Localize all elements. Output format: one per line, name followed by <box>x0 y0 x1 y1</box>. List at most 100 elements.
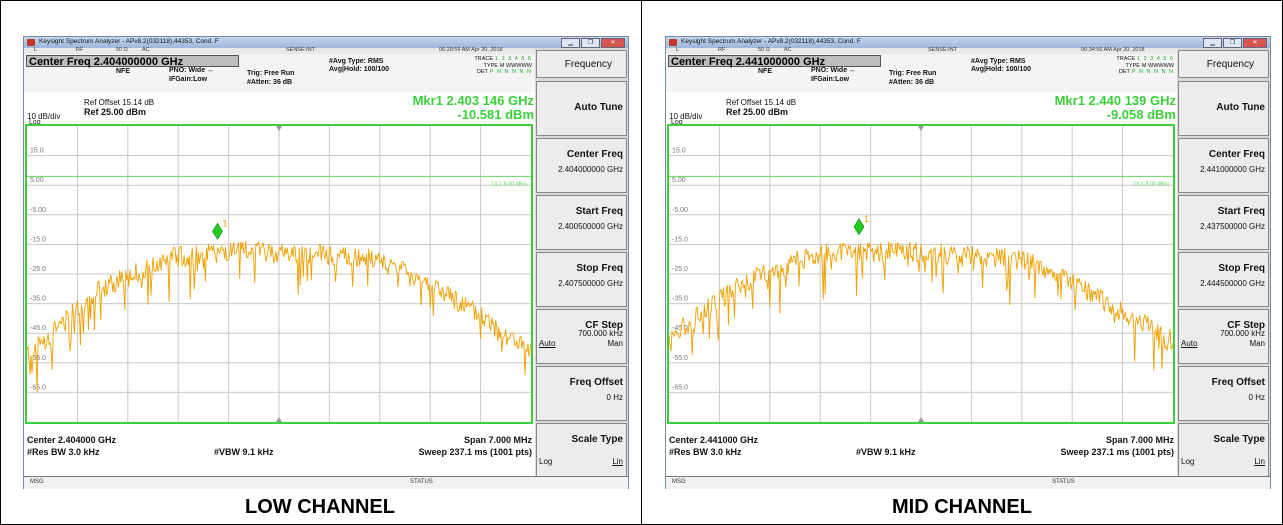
scale-label: 10 dB/div <box>669 112 703 121</box>
log-label: Log <box>29 119 41 126</box>
center-marker-top <box>918 126 924 131</box>
softkey-label: Stop Freq <box>1218 263 1265 274</box>
softkey-scale-type[interactable]: Scale Type Log Lin <box>1178 423 1269 478</box>
minimize-icon[interactable]: ▁ <box>561 38 580 48</box>
message-bar: MSG STATUS <box>666 476 1270 489</box>
menu-title: Frequency <box>536 50 627 78</box>
y-tick-label: 15.0 <box>30 148 44 155</box>
type-value: M WWWWW <box>499 62 532 69</box>
softkey-start-freq[interactable]: Start Freq 2.437500000 GHz <box>1178 195 1269 250</box>
softkey-menu: Frequency Auto Tune Center Freq 2.404000000… <box>535 48 628 478</box>
avg-hold-label: Avg|Hold: 100/100 <box>971 66 1032 73</box>
softkey-label: Auto Tune <box>574 102 623 113</box>
maximize-icon[interactable]: ❐ <box>1223 38 1242 48</box>
ref-offset-label: Ref Offset 15.14 dB <box>726 98 797 107</box>
avg-hold-label: Avg|Hold: 100/100 <box>329 66 390 73</box>
det-label: DET <box>476 69 488 75</box>
analyzer-window: Keysight Spectrum Analyzer - APv8.2(0321… <box>665 36 1271 489</box>
trace-label: TRACE <box>1116 56 1135 62</box>
center-freq-readout[interactable]: Center Freq 2.404000000 GHz <box>26 55 239 68</box>
softkey-label: Freq Offset <box>569 377 623 388</box>
measurement-settings: Center Freq 2.441000000 GHz NFE PNO: Wid… <box>666 54 1177 92</box>
marker-diamond[interactable] <box>853 218 865 236</box>
softkey-option-right[interactable]: Man <box>1249 339 1265 348</box>
window-titlebar[interactable]: Keysight Spectrum Analyzer - APv8.2(0321… <box>24 37 628 48</box>
close-icon[interactable]: ✕ <box>1243 38 1267 48</box>
softkey-label: Freq Offset <box>1211 377 1265 388</box>
window-controls: ▁ ❐ ✕ <box>561 38 625 48</box>
softkey-auto-tune[interactable]: Auto Tune <box>536 81 627 136</box>
marker-level: -10.581 dBm <box>457 107 534 122</box>
softkey-center-freq[interactable]: Center Freq 2.404000000 GHz <box>536 138 627 193</box>
timestamp: 06:34:56 AM Apr 20, 2018 <box>1081 47 1145 53</box>
softkey-freq-offset[interactable]: Freq Offset 0 Hz <box>536 366 627 421</box>
softkey-cf-step[interactable]: CF Step 700.000 kHz Auto Man <box>1178 309 1269 364</box>
ifgain-label: IFGain:Low <box>169 76 208 83</box>
msg-label: MSG <box>672 479 686 485</box>
softkey-freq-offset[interactable]: Freq Offset 0 Hz <box>1178 366 1269 421</box>
y-tick-label: -65.0 <box>30 384 46 391</box>
marker-tag: 1 <box>864 214 869 224</box>
window-titlebar[interactable]: Keysight Spectrum Analyzer - APv8.2(0321… <box>666 37 1270 48</box>
softkey-scale-type[interactable]: Scale Type Log Lin <box>536 423 627 478</box>
y-tick-label: -15.0 <box>672 236 688 243</box>
softkey-cf-step[interactable]: CF Step 700.000 kHz Auto Man <box>536 309 627 364</box>
softkey-value: 0 Hz <box>606 393 623 402</box>
softkey-stop-freq[interactable]: Stop Freq 2.444500000 GHz <box>1178 252 1269 307</box>
trace-numbers: 1 2 3 4 5 6 <box>1137 56 1174 62</box>
low-channel-panel: Keysight Spectrum Analyzer - APv8.2(0321… <box>0 0 640 525</box>
close-icon[interactable]: ✕ <box>601 38 625 48</box>
center-frequency-label: Center 2.404000 GHz <box>27 435 117 445</box>
impedance-indicator: 50 Ω <box>758 47 770 53</box>
avg-type-label: #Avg Type: RMS <box>329 58 384 65</box>
span-label: Span 7.000 MHz <box>463 435 532 445</box>
softkey-option-left[interactable]: Log <box>1181 457 1195 466</box>
center-freq-readout[interactable]: Center Freq 2.441000000 GHz <box>668 55 881 68</box>
trace-label: TRACE <box>474 56 493 62</box>
trace-numbers: 1 2 3 4 5 6 <box>495 56 532 62</box>
panel-divider <box>641 0 642 525</box>
sense-indicator: SENSE:INT <box>286 47 316 53</box>
softkey-stop-freq[interactable]: Stop Freq 2.407500000 GHz <box>536 252 627 307</box>
y-tick-label: -25.0 <box>30 266 46 273</box>
scale-label: 10 dB/div <box>27 112 61 121</box>
softkey-option-left[interactable]: Auto <box>1181 339 1198 348</box>
menu-title-label: Frequency <box>1206 59 1254 70</box>
marker-diamond[interactable] <box>212 222 223 240</box>
softkey-option-left[interactable]: Auto <box>539 339 556 348</box>
analyzer-window: Keysight Spectrum Analyzer - APv8.2(0321… <box>23 36 629 489</box>
timestamp: 06:28:59 AM Apr 20, 2018 <box>439 47 503 53</box>
y-tick-label: -15.0 <box>30 236 46 243</box>
sweep-label: Sweep 237.1 ms (1001 pts) <box>418 447 532 457</box>
maximize-icon[interactable]: ❐ <box>581 38 600 48</box>
softkey-option-left[interactable]: Log <box>539 457 553 466</box>
spectrum-graticule[interactable]: 15.0 5.00 -5.00 -15.0 -25.0 -35.0 -45.0 -55.0 -6… <box>25 124 533 424</box>
pno-label: PNO: Wide ↔ <box>811 67 857 74</box>
attenuation-label: #Atten: 36 dB <box>247 79 293 86</box>
channel-caption: LOW CHANNEL <box>245 496 395 518</box>
mode-indicator: L <box>676 47 680 53</box>
minimize-icon[interactable]: ▁ <box>1203 38 1222 48</box>
y-tick-label: -45.0 <box>672 325 688 332</box>
marker-tag: 1 <box>223 218 228 228</box>
msg-label: MSG <box>30 479 44 485</box>
softkey-value: 2.444500000 GHz <box>1200 279 1265 288</box>
nfe-label: NFE <box>758 68 772 75</box>
softkey-option-right[interactable]: Man <box>607 339 623 348</box>
center-marker-bottom <box>276 417 282 422</box>
softkey-value: 700.000 kHz <box>578 329 623 338</box>
coupling-indicator: AC <box>784 47 792 53</box>
spectrum-graticule[interactable]: 15.0 5.00 -5.00 -15.0 -25.0 -35.0 -45.0 -55.0 -6… <box>667 124 1175 424</box>
softkey-start-freq[interactable]: Start Freq 2.400500000 GHz <box>536 195 627 250</box>
window-controls: ▁ ❐ ✕ <box>1203 38 1267 48</box>
softkey-option-right[interactable]: Lin <box>1254 457 1265 466</box>
window-title: Keysight Spectrum Analyzer - APv8.2(0321… <box>39 38 219 45</box>
y-tick-label: -35.0 <box>30 296 46 303</box>
ref-offset-label: Ref Offset 15.14 dB <box>84 98 155 107</box>
softkey-option-right[interactable]: Lin <box>612 457 623 466</box>
softkey-center-freq[interactable]: Center Freq 2.441000000 GHz <box>1178 138 1269 193</box>
softkey-auto-tune[interactable]: Auto Tune <box>1178 81 1269 136</box>
res-bw-label: #Res BW 3.0 kHz <box>27 447 100 457</box>
softkey-label: CF Step <box>1227 320 1265 331</box>
measurement-settings: Center Freq 2.404000000 GHz NFE PNO: Wid… <box>24 54 535 92</box>
